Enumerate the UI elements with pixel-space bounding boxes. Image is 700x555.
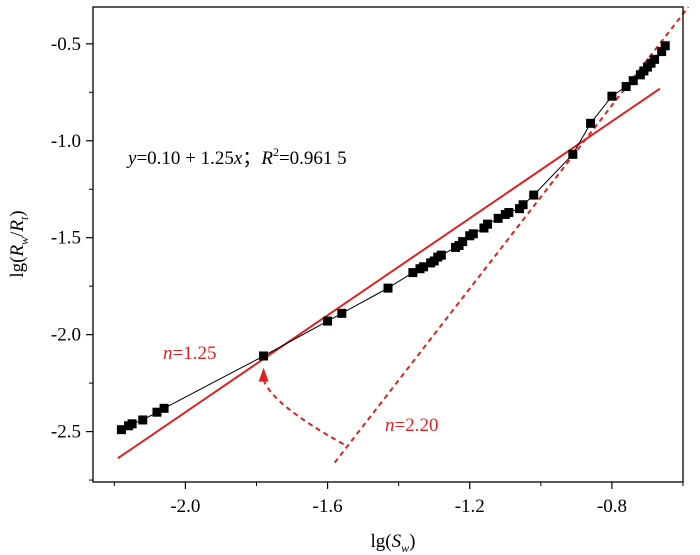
x-axis-title: lg(Sw) — [371, 531, 416, 555]
x-tick-label: -1.6 — [313, 496, 343, 517]
data-point — [138, 415, 148, 425]
data-point — [458, 237, 468, 247]
y-tick-label: -1.0 — [51, 131, 81, 152]
data-point — [650, 54, 660, 64]
x-tick-labels: -2.0 -1.6 -1.2 -0.8 — [170, 496, 627, 517]
plot-frame — [92, 6, 684, 483]
y-axis-title: lg(Rw/Rt) — [7, 210, 31, 277]
fit-line-n-2-20 — [333, 6, 690, 464]
data-point — [657, 47, 667, 57]
y-tick-label: -2.0 — [51, 325, 81, 346]
fit-lines — [117, 6, 690, 464]
data-point — [660, 41, 670, 51]
data-point — [621, 81, 631, 91]
data-point — [159, 403, 169, 413]
data-point — [408, 268, 418, 278]
y-tick-label: -0.5 — [51, 34, 81, 55]
data-point — [493, 213, 503, 223]
angle-arc — [262, 379, 345, 446]
series-line — [121, 45, 666, 431]
y-tick-label: -2.5 — [51, 422, 81, 443]
y-tick-labels: -2.5 -2.0 -1.5 -1.0 -0.5 — [51, 34, 81, 443]
data-point — [436, 250, 446, 260]
data-point — [127, 419, 137, 429]
data-point — [116, 425, 126, 435]
data-point — [628, 76, 638, 86]
data-point — [419, 262, 429, 272]
data-point — [586, 118, 596, 128]
data-point — [483, 219, 493, 229]
data-point — [152, 407, 162, 417]
data-point — [323, 316, 333, 326]
data-point — [607, 91, 617, 101]
x-tick-label: -0.8 — [597, 496, 627, 517]
arrow-head — [258, 367, 269, 382]
data-point — [259, 351, 269, 361]
tick-marks — [86, 43, 684, 489]
x-tick-label: -1.2 — [455, 496, 485, 517]
data-point — [504, 208, 514, 218]
x-tick-label: -2.0 — [170, 496, 200, 517]
data-point — [568, 149, 578, 159]
data-series — [116, 41, 670, 435]
data-point — [337, 308, 347, 318]
label-n-1-25: n=1.25 — [163, 343, 216, 364]
data-point — [383, 283, 393, 293]
y-tick-label: -1.5 — [51, 228, 81, 249]
fit-equation: y=0.10 + 1.25x；R2=0.961 5 — [126, 145, 347, 169]
data-point — [518, 200, 528, 210]
data-point — [529, 190, 539, 200]
label-n-2-20: n=2.20 — [385, 415, 438, 436]
data-point — [468, 229, 478, 239]
annotations — [258, 367, 345, 446]
